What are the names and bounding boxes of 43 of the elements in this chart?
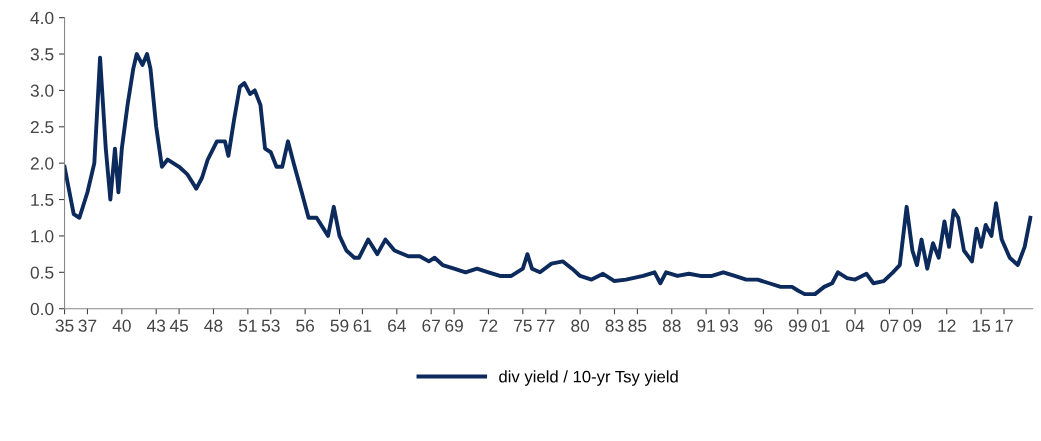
x-tick-label: 53 <box>261 319 280 332</box>
y-tick-label: 2.5 <box>30 120 54 134</box>
y-tick-label: 3.5 <box>30 48 54 61</box>
x-tick-label: 07 <box>880 319 899 332</box>
x-tick-label: 45 <box>169 319 189 332</box>
x-tick-label: 67 <box>422 319 440 332</box>
x-tick-label: 93 <box>720 319 738 332</box>
x-tick-label: 17 <box>995 319 1013 332</box>
y-tick-label: 1.0 <box>31 230 54 243</box>
x-tick-label: 51 <box>238 319 257 332</box>
x-tick-label: 37 <box>78 319 97 332</box>
x-tick-label: 96 <box>754 319 773 332</box>
x-tick-label: 99 <box>788 319 807 332</box>
x-tick-label: 77 <box>536 319 555 332</box>
x-tick-label: 91 <box>697 319 715 332</box>
x-tick-label: 61 <box>353 319 372 332</box>
x-tick-label: 83 <box>605 319 624 332</box>
x-tick-label: 80 <box>571 319 590 332</box>
line-series <box>64 52 1033 297</box>
x-tick-label: 75 <box>514 319 532 332</box>
x-tick-label: 43 <box>146 319 166 332</box>
x-tick-label: 69 <box>445 319 463 332</box>
y-tick-label: 0.5 <box>30 266 54 279</box>
x-tick-label: 12 <box>938 319 956 332</box>
y-tick-label: 3.0 <box>30 84 54 97</box>
x-tick-label: 09 <box>903 319 922 332</box>
x-tick-label: 35 <box>55 319 74 332</box>
x-tick-label: 40 <box>112 319 131 332</box>
legend-label: div yield / 10-yr Tsy yield <box>499 370 678 386</box>
x-tick-label: 72 <box>479 319 498 332</box>
x-tick-label: 48 <box>204 319 223 332</box>
y-tick-label: 2.0 <box>30 157 54 170</box>
x-tick-label: 01 <box>811 319 830 332</box>
y-tick-label: 0.0 <box>30 302 54 316</box>
x-tick-label: 15 <box>972 319 991 332</box>
x-tick-label: 04 <box>846 319 865 332</box>
x-tick-label: 88 <box>662 319 681 332</box>
y-tick-label: 4.0 <box>30 11 54 25</box>
x-tick-label: 59 <box>330 319 349 332</box>
x-tick-label: 64 <box>388 319 406 332</box>
x-tick-label: 56 <box>296 319 315 332</box>
y-tick-label: 1.5 <box>31 193 54 207</box>
x-tick-label: 85 <box>628 319 647 332</box>
